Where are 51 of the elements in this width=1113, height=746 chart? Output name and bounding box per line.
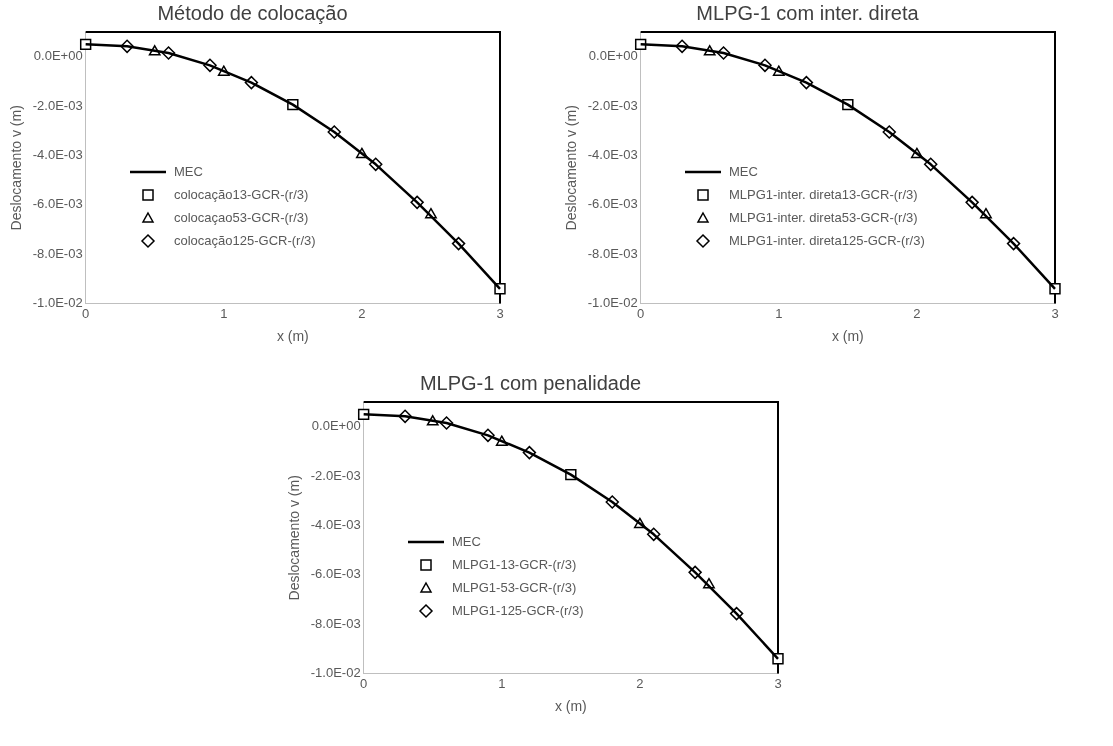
x-axis-title: x (m) bbox=[554, 698, 587, 715]
chart-title: Método de colocação bbox=[157, 1, 348, 24]
y-axis-title: Deslocamento v (m) bbox=[286, 475, 303, 601]
legend-label: colocação13-GCR-(r/3) bbox=[174, 187, 309, 202]
legend-label: MLPG1-53-GCR-(r/3) bbox=[452, 580, 577, 595]
y-tick-label: -8.0E-03 bbox=[32, 245, 83, 261]
y-tick-label: 0.0E+00 bbox=[311, 418, 361, 434]
x-tick-label: 1 bbox=[220, 305, 228, 321]
x-tick-label: 2 bbox=[358, 305, 366, 321]
legend-label: MEC bbox=[729, 164, 758, 179]
y-tick-label: -6.0E-03 bbox=[310, 566, 361, 582]
chart-title: MLPG-1 com inter. direta bbox=[696, 1, 920, 24]
y-tick-label: -4.0E-03 bbox=[32, 147, 83, 163]
y-axis-title: Deslocamento v (m) bbox=[8, 105, 25, 231]
chart-title: MLPG-1 com penalidade bbox=[419, 371, 642, 394]
legend-label: MLPG1-13-GCR-(r/3) bbox=[452, 557, 577, 572]
y-tick-label: -8.0E-03 bbox=[587, 245, 638, 261]
y-tick-label: -1.0E-02 bbox=[310, 665, 361, 681]
x-tick-label: 0 bbox=[360, 675, 368, 691]
x-tick-label: 2 bbox=[913, 305, 921, 321]
y-tick-label: -2.0E-03 bbox=[310, 467, 361, 483]
x-tick-label: 0 bbox=[82, 305, 90, 321]
y-axis-title: Deslocamento v (m) bbox=[563, 105, 580, 231]
legend-label: colocaçao53-GCR-(r/3) bbox=[174, 210, 309, 225]
x-axis-title: x (m) bbox=[276, 328, 309, 345]
legend-label: colocação125-GCR-(r/3) bbox=[174, 233, 316, 248]
legend-label: MLPG1-inter. direta53-GCR-(r/3) bbox=[729, 210, 918, 225]
x-tick-label: 0 bbox=[637, 305, 645, 321]
legend-label: MLPG1-inter. direta125-GCR-(r/3) bbox=[729, 233, 925, 248]
y-tick-label: -1.0E-02 bbox=[587, 295, 638, 311]
x-tick-label: 3 bbox=[1051, 305, 1059, 321]
x-tick-label: 3 bbox=[774, 675, 782, 691]
x-tick-label: 2 bbox=[636, 675, 644, 691]
legend-label: MLPG1-125-GCR-(r/3) bbox=[452, 603, 584, 618]
y-tick-label: -6.0E-03 bbox=[587, 196, 638, 212]
legend-label: MEC bbox=[452, 534, 481, 549]
x-tick-label: 1 bbox=[498, 675, 506, 691]
y-tick-label: -2.0E-03 bbox=[32, 97, 83, 113]
y-tick-label: -8.0E-03 bbox=[310, 615, 361, 631]
y-tick-label: -6.0E-03 bbox=[32, 196, 83, 212]
y-tick-label: 0.0E+00 bbox=[33, 48, 83, 64]
y-tick-label: -2.0E-03 bbox=[587, 97, 638, 113]
x-tick-label: 1 bbox=[775, 305, 783, 321]
x-tick-label: 3 bbox=[496, 305, 504, 321]
y-tick-label: -1.0E-02 bbox=[32, 295, 83, 311]
x-axis-title: x (m) bbox=[831, 328, 864, 345]
y-tick-label: -4.0E-03 bbox=[310, 517, 361, 533]
legend-label: MEC bbox=[174, 164, 203, 179]
y-tick-label: 0.0E+00 bbox=[588, 48, 638, 64]
y-tick-label: -4.0E-03 bbox=[587, 147, 638, 163]
legend-label: MLPG1-inter. direta13-GCR-(r/3) bbox=[729, 187, 918, 202]
